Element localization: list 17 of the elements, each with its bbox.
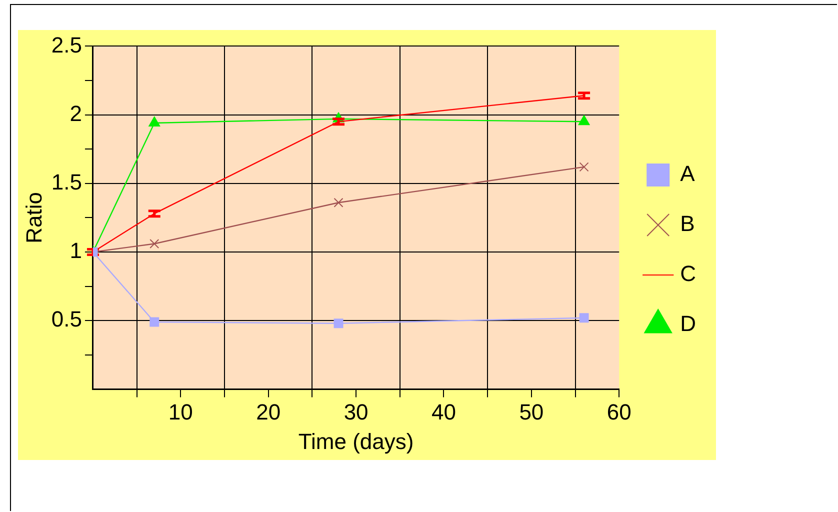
y-tick-label: 0.5 — [51, 306, 82, 332]
y-tick-label: 1 — [70, 238, 82, 264]
x-tick-label: 10 — [168, 399, 193, 424]
legend-label: B — [680, 211, 695, 236]
x-tick-label: 20 — [256, 399, 281, 424]
x-tick-label: 40 — [431, 399, 456, 424]
legend-label: A — [680, 161, 696, 186]
legend-label: C — [680, 261, 696, 286]
x-tick-label: 50 — [519, 399, 544, 424]
x-axis-title: Time (days) — [298, 428, 414, 454]
y-tick-label: 2 — [70, 100, 82, 126]
y-axis-title: Ratio — [21, 192, 46, 244]
x-tick-label: 30 — [344, 399, 368, 424]
y-tick-label: 2.5 — [51, 32, 82, 58]
x-tick-label: 60 — [606, 399, 632, 424]
legend-label: D — [680, 311, 696, 336]
y-tick-label: 1.5 — [51, 169, 82, 194]
